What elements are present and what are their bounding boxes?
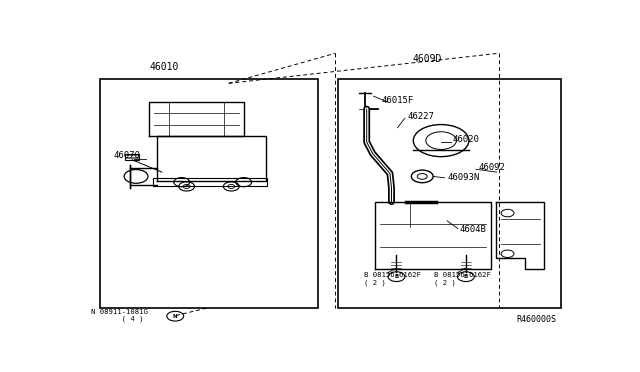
Text: B 08156-6162F
( 2 ): B 08156-6162F ( 2 ) [434, 272, 491, 286]
Bar [100, 79, 318, 308]
Text: 46227: 46227 [408, 112, 434, 121]
Text: 46015F: 46015F [381, 96, 413, 105]
Text: 4604B: 4604B [460, 225, 486, 234]
Text: 4609D: 4609D [413, 54, 442, 64]
Text: N: N [173, 314, 177, 319]
Text: 46020: 46020 [453, 135, 480, 144]
Text: N 08911-1081G
       ( 4 ): N 08911-1081G ( 4 ) [91, 309, 148, 322]
Text: R460000S: R460000S [516, 315, 556, 324]
Bar [338, 79, 561, 308]
Bar [125, 154, 139, 160]
Text: 46070: 46070 [114, 151, 141, 160]
Text: B: B [394, 274, 399, 279]
Text: 46010: 46010 [150, 62, 179, 73]
Text: 46092: 46092 [478, 163, 505, 172]
Text: B 08156-6162F
( 2 ): B 08156-6162F ( 2 ) [364, 272, 420, 286]
Text: B: B [464, 274, 468, 279]
Text: 46093N: 46093N [447, 173, 479, 182]
